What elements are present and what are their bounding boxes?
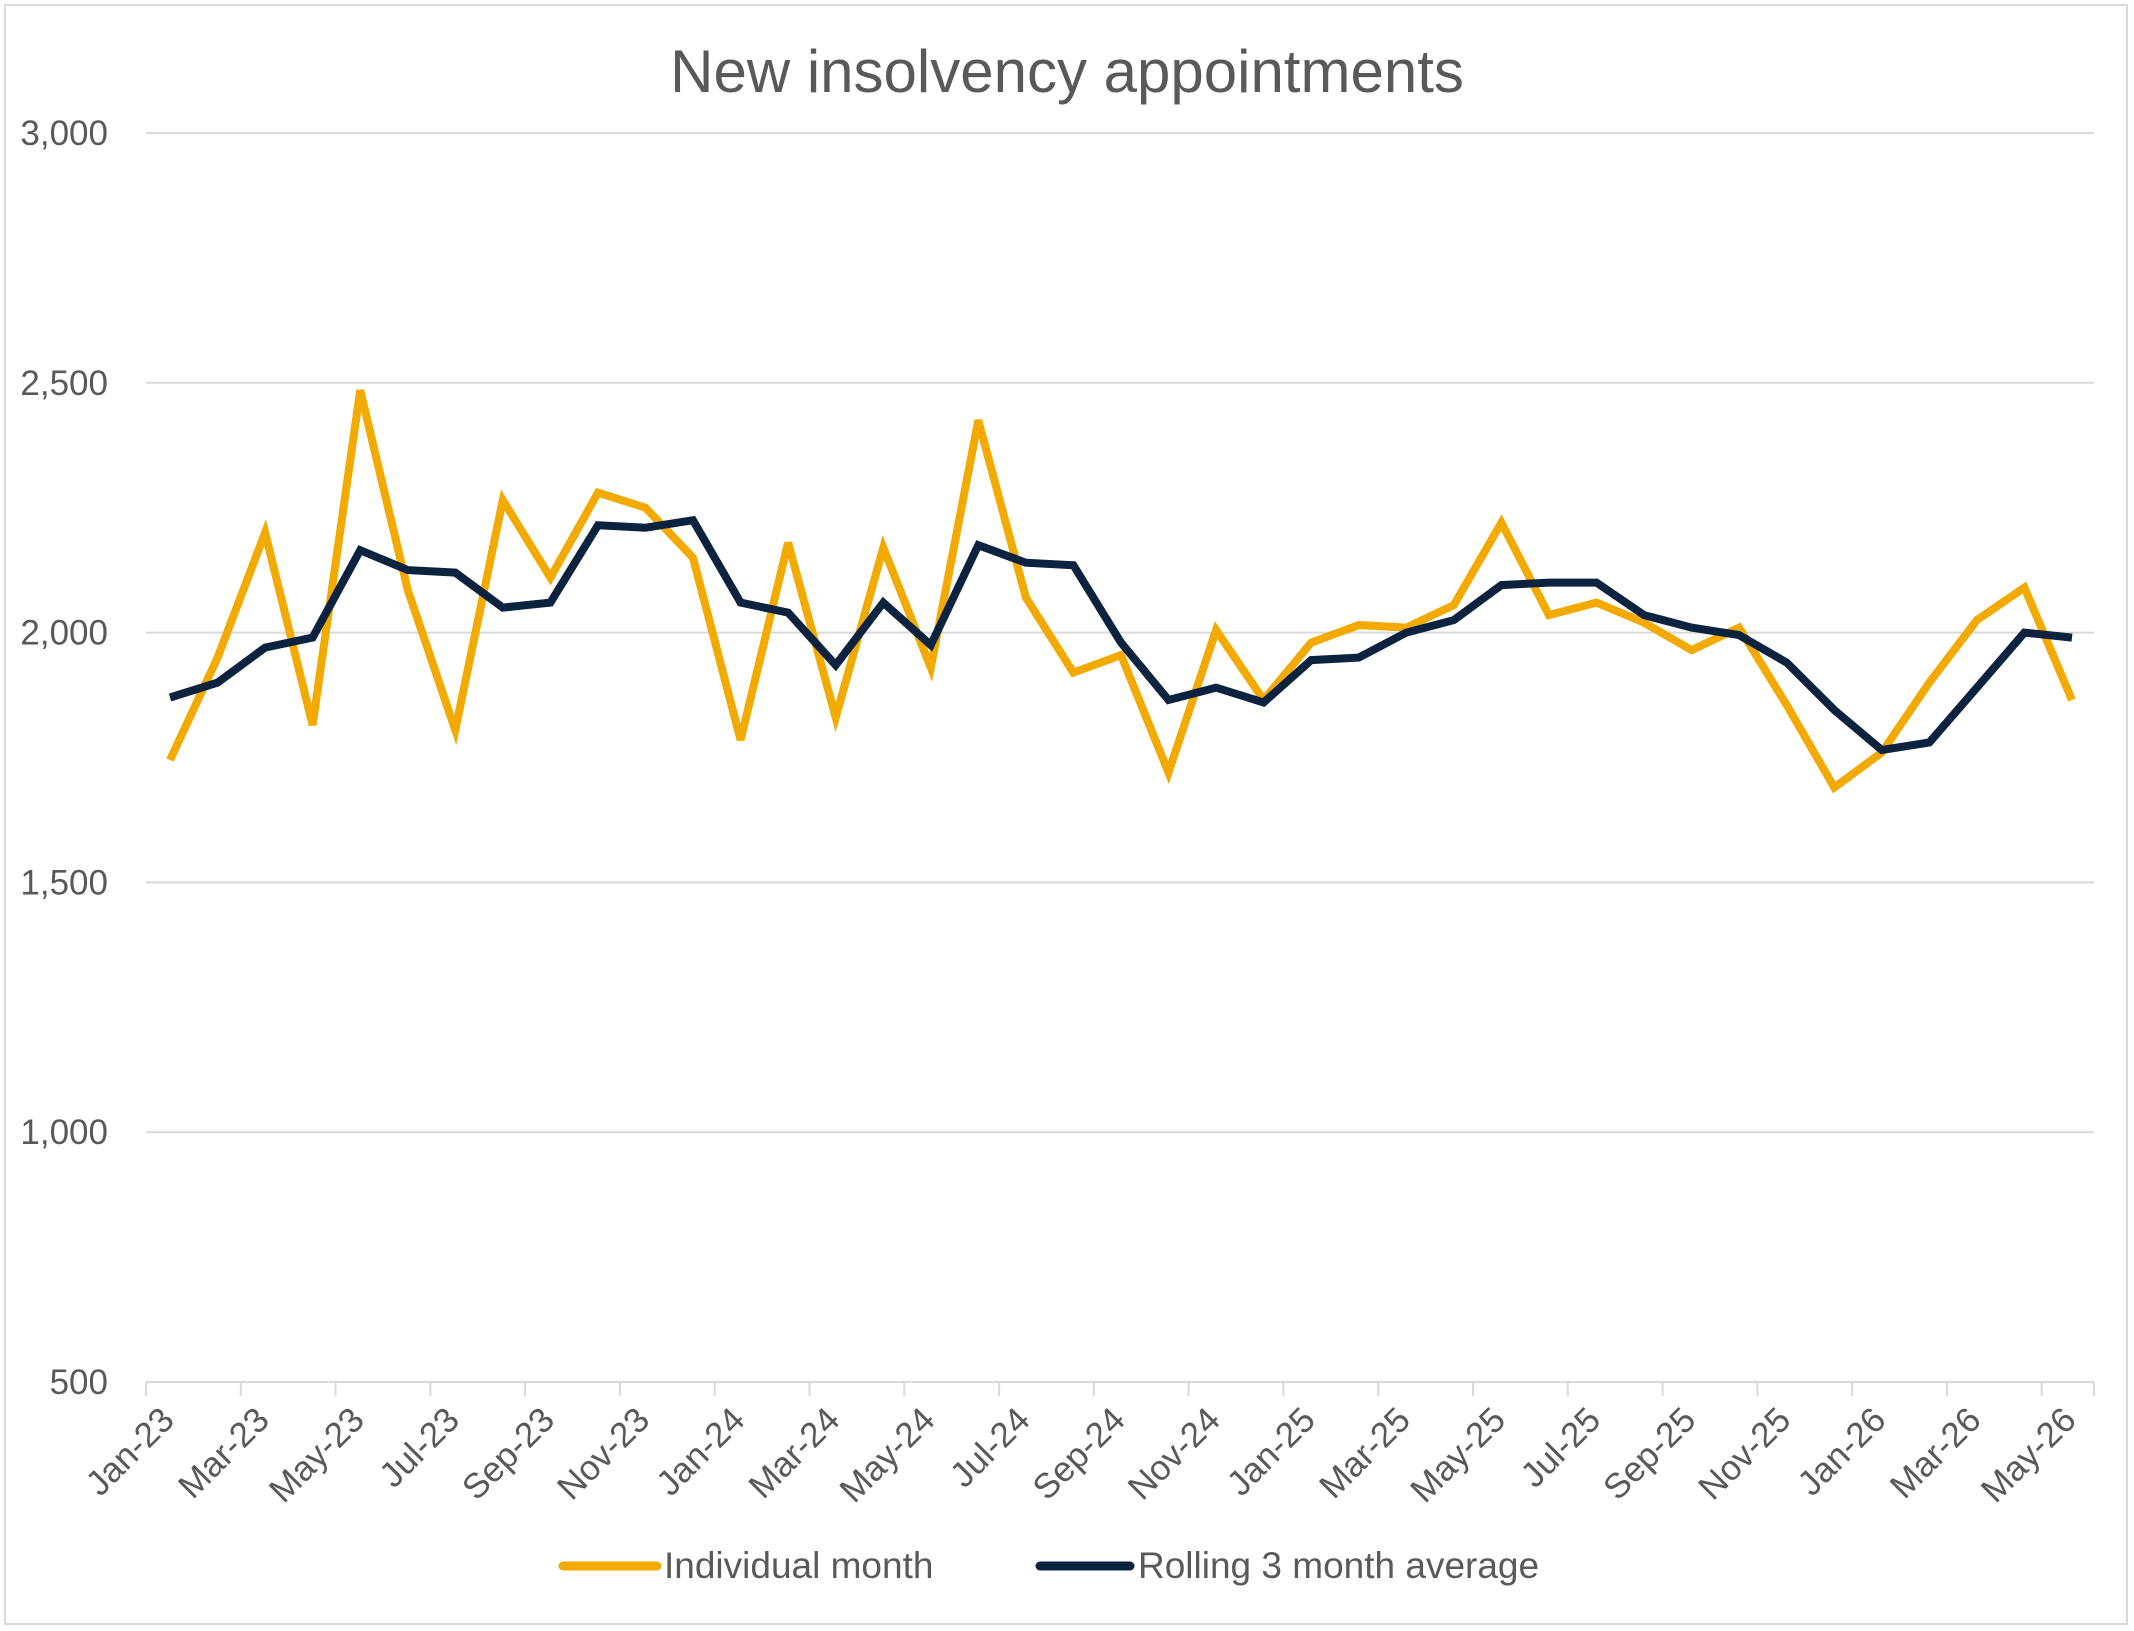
x-tick-label: Sep-24: [1025, 1400, 1132, 1507]
legend-label-rolling-average: Rolling 3 month average: [1138, 1545, 1539, 1586]
x-tick-label: Nov-23: [550, 1400, 657, 1507]
series-line-rolling-3-month-average: [168, 515, 2073, 755]
x-tick-label: May-26: [1974, 1400, 2084, 1510]
y-tick-label: 1,500: [20, 863, 108, 902]
x-tick-label: Jul-25: [1513, 1400, 1608, 1495]
x-tick-label: Jul-24: [943, 1400, 1038, 1495]
x-tick-label: Jan-23: [78, 1400, 181, 1503]
x-tick-label: Jan-24: [649, 1400, 752, 1503]
y-tick-label: 2,500: [20, 364, 108, 403]
series-lines: [166, 389, 2076, 794]
x-tick-label: Nov-24: [1120, 1400, 1227, 1507]
x-tick-label: Nov-25: [1691, 1400, 1798, 1507]
chart-title: New insolvency appointments: [670, 38, 1464, 105]
x-tick-label: Sep-25: [1596, 1400, 1703, 1507]
x-tick-label: Sep-23: [455, 1400, 562, 1507]
x-tick-label: Mar-23: [171, 1400, 277, 1506]
y-tick-label: 1,000: [20, 1113, 108, 1152]
y-axis: 500 1,000 1,500 2,000 2,500 3,000: [20, 114, 108, 1402]
legend-label-individual-month: Individual month: [664, 1545, 933, 1586]
legend: Individual month Rolling 3 month average: [558, 1545, 1539, 1586]
gridlines: [146, 132, 2094, 1383]
x-tick-label: Jul-23: [372, 1400, 467, 1495]
x-tick-label: Mar-26: [1883, 1400, 1989, 1506]
y-tick-label: 3,000: [20, 114, 108, 153]
y-tick-label: 500: [50, 1363, 108, 1402]
series-line-individual-month: [166, 389, 2076, 794]
x-tick-label: May-23: [262, 1400, 372, 1510]
x-tick-label: Jan-25: [1220, 1400, 1323, 1503]
chart-frame: [4, 4, 2128, 1625]
y-tick-label: 2,000: [20, 614, 108, 653]
x-tick-label: Mar-25: [1312, 1400, 1418, 1506]
x-tick-label: May-25: [1403, 1400, 1513, 1510]
x-tick-label: May-24: [832, 1400, 942, 1510]
x-tick-label: Mar-24: [741, 1400, 847, 1506]
x-tick-label: Jan-26: [1790, 1400, 1893, 1503]
